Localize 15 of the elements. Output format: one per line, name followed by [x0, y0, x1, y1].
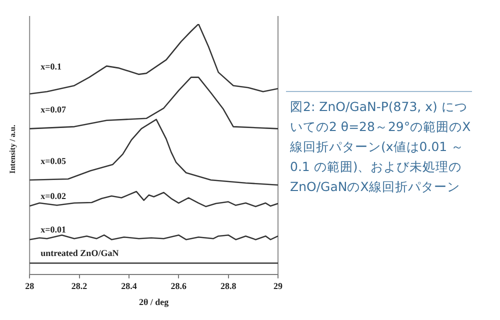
series-label: x=0.1	[40, 62, 62, 72]
x-axis-title: 2θ / deg	[138, 296, 170, 307]
series-label: x=0.01	[40, 224, 66, 234]
series-label: x=0.05	[40, 156, 66, 166]
x-tick-label: 28.2	[71, 281, 88, 292]
x-tick-label: 28	[25, 281, 35, 292]
y-axis-title: Intensity / a.u.	[8, 124, 17, 174]
series-label: x=0.02	[40, 190, 66, 201]
series-label: x=0.07	[40, 104, 66, 114]
x-tick-label: 29	[274, 281, 283, 292]
x-tick-label: 28.6	[170, 281, 188, 292]
series-label: untreated ZnO/GaN	[40, 248, 120, 258]
caption: 図2: ZnO/GaN-P(873, x) についての2 θ=28～29°の範囲のX線回折パターン(x値は0.01 ～0.1 の範囲)、および未処理のZnO/GaNのX線回折パターン	[290, 98, 472, 196]
x-tick-label: 28.8	[220, 281, 237, 292]
x-tick-label: 28.4	[121, 281, 138, 292]
